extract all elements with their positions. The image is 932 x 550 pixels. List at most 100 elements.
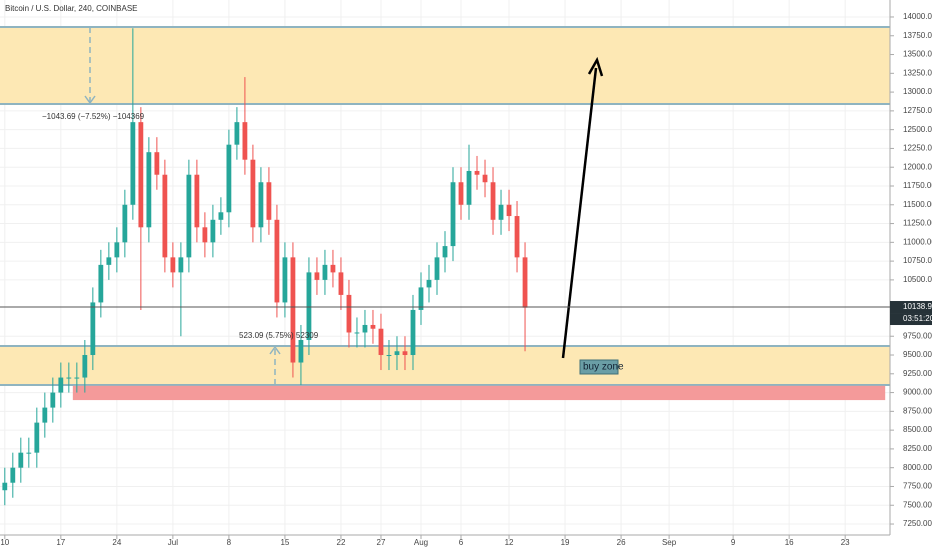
candle-body [50,392,56,408]
candle-body [234,122,240,145]
x-tick-label: 26 [617,538,626,547]
chart-title: Bitcoin / U.S. Dollar, 240, COINBASE [5,4,138,13]
candle-body [354,332,360,334]
x-tick-label: 6 [459,538,464,547]
candle-body [290,257,296,363]
y-tick-label: 7750.00 [903,482,932,491]
candle-body [386,355,392,357]
candle-body [410,309,416,356]
y-tick-label: 13000.00 [903,87,932,96]
candle-body [242,122,248,160]
candle-body [442,246,448,258]
x-tick-label: Aug [414,538,428,547]
candle-body [498,204,504,220]
buy-zone-label: buy zone [583,362,624,373]
y-tick-label: 10500.00 [903,275,932,284]
measure-arrow [84,95,96,105]
x-tick-label: 9 [731,538,736,547]
y-tick-label: 13500.00 [903,50,932,59]
candle-body [402,351,408,356]
candle-body [226,144,232,213]
candle-body [394,351,400,356]
x-tick-label: 23 [841,538,850,547]
x-tick-label: 8 [227,538,232,547]
candle-body [114,242,120,258]
y-tick-label: 10750.00 [903,256,932,265]
y-tick-label: 8250.00 [903,444,932,453]
x-tick-label: 15 [280,538,289,547]
candle-body [322,264,328,280]
x-tick-label: 19 [561,538,570,547]
countdown-box [890,313,932,326]
x-tick-label: Jul [168,538,178,547]
x-tick-label: 27 [377,538,386,547]
candle-body [370,324,376,329]
candle-body [266,182,272,220]
y-tick-label: 13750.00 [903,31,932,40]
candle-body [194,174,200,228]
candle-body [514,216,520,258]
candle-body [522,257,528,308]
measure-label: −1043.69 (−7.52%) −104369 [42,112,145,121]
candle-body [482,174,488,183]
candle-body [450,182,456,247]
x-tick-label: Sep [662,538,677,547]
candle-body [106,257,112,265]
candle-body [330,264,336,273]
y-tick-label: 11250.00 [903,219,932,228]
candle-body [10,467,16,483]
zone [0,26,890,104]
candle-body [90,302,96,356]
candle-body [178,257,184,273]
y-tick-label: 9250.00 [903,369,932,378]
candle-body [146,152,152,228]
y-tick-label: 7500.00 [903,500,932,509]
zones [0,25,890,401]
trend-arrow [561,67,598,359]
candle-body [466,170,472,205]
y-tick-label: 11000.00 [903,237,932,246]
countdown-label: 03:51:20 [903,314,932,323]
x-tick-label: 10 [0,538,9,547]
y-tick-label: 8000.00 [903,463,932,472]
candle-body [34,422,40,453]
candle-body [338,272,344,295]
zone [0,345,890,386]
candle-body [474,170,480,175]
candle-body [74,377,80,379]
y-tick-label: 12250.00 [903,144,932,153]
x-tick-label: 16 [785,538,794,547]
y-tick-label: 14000.00 [903,12,932,21]
candle-body [130,122,136,205]
candle-body [82,355,88,378]
candle-body [490,182,496,220]
candle-body [154,152,160,175]
axes: 14000.00 13750.00 13500.00 13250.00 13000.00… [0,12,932,547]
y-tick-label: 12750.00 [903,106,932,115]
candle-body [426,279,432,288]
candles [2,28,528,506]
candle-body [274,219,280,303]
candle-body [346,294,352,333]
candle-body [18,452,24,468]
measure-arrow [269,345,281,355]
candle-body [170,257,176,273]
candle-body [306,272,312,340]
x-tick-label: 17 [56,538,65,547]
candle-body [42,407,48,423]
candle-body [434,257,440,280]
y-tick-label: 8500.00 [903,425,932,434]
y-tick-label: 9500.00 [903,350,932,359]
candle-body [378,328,384,356]
candle-body [298,339,304,363]
y-tick-label: 9750.00 [903,331,932,340]
candle-body [26,452,32,454]
x-tick-label: 22 [337,538,346,547]
zone [72,385,886,401]
y-tick-label: 7250.00 [903,519,932,528]
candle-body [418,287,424,310]
y-tick-label: 11750.00 [903,181,932,190]
buy-zone-box [579,359,619,375]
candle-body [218,212,224,220]
